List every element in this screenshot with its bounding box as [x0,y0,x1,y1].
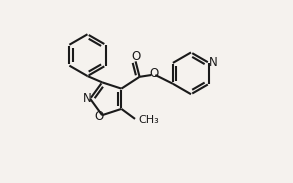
Text: CH₃: CH₃ [139,115,159,125]
Text: O: O [94,111,103,124]
Text: O: O [149,67,158,80]
Text: N: N [83,92,91,105]
Text: O: O [131,50,140,63]
Text: N: N [209,56,217,69]
